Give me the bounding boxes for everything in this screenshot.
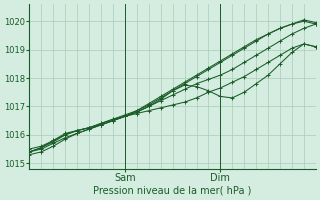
X-axis label: Pression niveau de la mer( hPa ): Pression niveau de la mer( hPa ) [93,186,252,196]
